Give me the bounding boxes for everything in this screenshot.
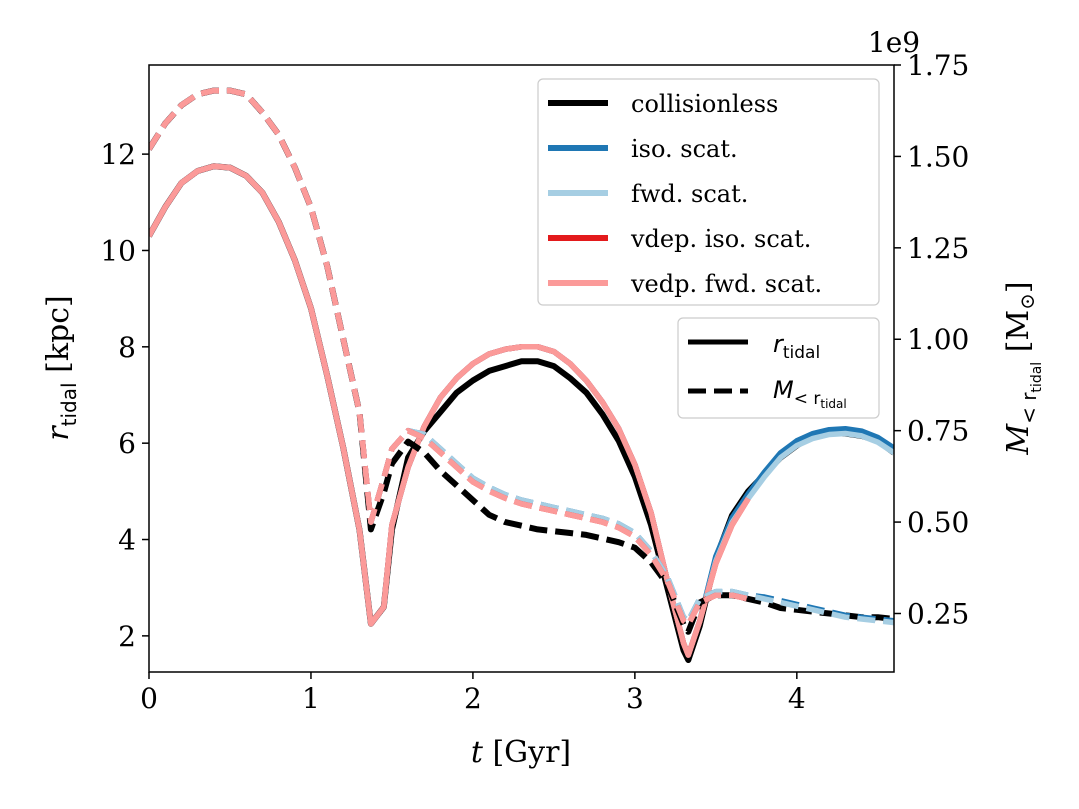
right-y-tick-label: 1.00 (907, 323, 969, 356)
legend-models-frame (537, 78, 880, 306)
plot-frame (148, 64, 895, 673)
right-y-tick-label: 0.50 (907, 506, 969, 539)
left-y-tick-label: 10 (100, 234, 136, 267)
legend-m-tidal-label: M< rtidal (773, 376, 847, 411)
right-y-tick-label: 1.75 (907, 49, 969, 82)
left-y-tick-label: 6 (118, 427, 136, 460)
left-y-tick-label: 12 (100, 138, 136, 171)
right-y-tick-label: 1.25 (907, 232, 969, 265)
series-line-mass-vedp-fwd-scat (149, 87, 749, 628)
left-y-axis: 2 4 6 8 10 12 (100, 138, 149, 653)
legend-label: iso. scat. (631, 135, 738, 163)
series-line-radius-vedp-fwd-scat (149, 163, 751, 658)
series-line-mass-fwd-scat (149, 87, 894, 626)
legend-label: fwd. scat. (631, 180, 748, 208)
left-axis-title: rtidal [kpc] (41, 295, 81, 440)
x-axis: 0 1 2 3 4 (140, 672, 806, 715)
legend-label: vedp. fwd. scat. (630, 270, 822, 298)
left-y-tick-label: 2 (118, 620, 136, 653)
legend-label: vdep. iso. scat. (630, 225, 811, 253)
legend-styles: rtidal M< rtidal (677, 317, 880, 419)
x-tick-label: 3 (626, 682, 644, 715)
right-axis-offset-text: 1e9 (868, 26, 920, 59)
right-axis-title: M< rtidal [M⊙] (1001, 281, 1045, 455)
x-tick-label: 1 (302, 682, 320, 715)
x-tick-label: 2 (464, 682, 482, 715)
right-y-tick-label: 0.25 (907, 597, 969, 630)
legend-r-tidal-label: rtidal (773, 330, 820, 363)
right-y-axis: 0.25 0.50 0.75 1.00 1.25 1.50 1.75 (894, 49, 969, 630)
series-line-mass-collisionless (149, 87, 894, 635)
x-tick-label: 4 (788, 682, 806, 715)
right-y-tick-label: 1.50 (907, 140, 969, 173)
x-tick-label: 0 (140, 682, 158, 715)
legend-label: collisionless (631, 90, 778, 118)
x-axis-title: t [Gyr] (471, 735, 571, 770)
series-layer (149, 87, 894, 663)
left-y-tick-label: 4 (118, 524, 136, 557)
legend-models: collisionless iso. scat. fwd. scat. vdep. i… (537, 78, 880, 306)
right-y-tick-label: 0.75 (907, 415, 969, 448)
left-y-tick-label: 8 (118, 331, 136, 364)
